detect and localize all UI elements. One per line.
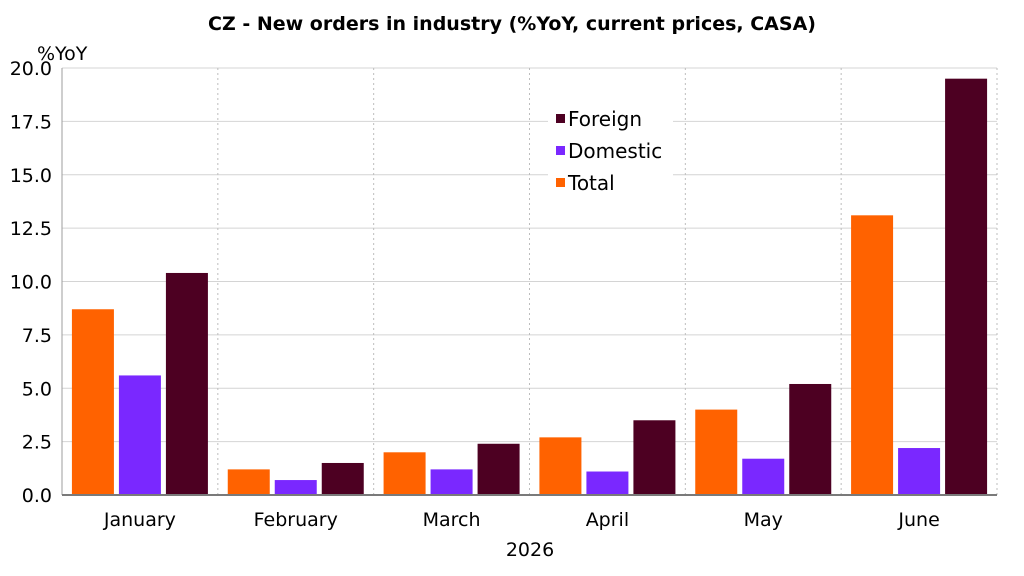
bar-total-february — [227, 469, 270, 495]
legend-swatch-foreign — [556, 114, 565, 123]
axes — [61, 68, 997, 496]
bar-total-april — [539, 437, 582, 495]
bar-domestic-january — [118, 375, 161, 495]
legend-label-total: Total — [567, 171, 615, 195]
y-tick-label: 2.5 — [22, 432, 52, 454]
x-tick-label: April — [586, 509, 629, 531]
x-tick-label: March — [423, 509, 481, 531]
legend-swatch-domestic — [556, 146, 565, 155]
x-tick-label: June — [897, 509, 939, 531]
bar-domestic-june — [898, 448, 941, 495]
x-tick-label: January — [103, 509, 176, 531]
bar-foreign-may — [789, 383, 832, 495]
bar-domestic-april — [586, 471, 629, 495]
x-tick-labels: January February March April May June — [103, 509, 940, 531]
chart-title: CZ - New orders in industry (%YoY, curre… — [208, 13, 816, 35]
bar-domestic-march — [430, 469, 473, 495]
bar-domestic-may — [742, 458, 785, 495]
y-tick-label: 20.0 — [10, 58, 52, 80]
legend-label-foreign: Foreign — [568, 107, 642, 131]
legend-label-domestic: Domestic — [568, 139, 662, 163]
x-axis-label: 2026 — [506, 539, 554, 561]
y-tick-label: 7.5 — [22, 325, 52, 347]
bar-foreign-june — [945, 78, 988, 496]
y-tick-labels: 0.0 2.5 5.0 7.5 10.0 12.5 15.0 17.5 20.0 — [10, 58, 52, 507]
y-tick-label: 12.5 — [10, 218, 52, 240]
bar-foreign-march — [477, 443, 520, 495]
legend: Foreign Domestic Total — [548, 100, 673, 196]
gridlines — [62, 67, 998, 495]
legend-background — [548, 100, 673, 196]
y-axis-label: %YoY — [37, 43, 88, 65]
y-tick-label: 10.0 — [10, 272, 52, 294]
bar-domestic-february — [274, 480, 317, 495]
y-tick-label: 15.0 — [10, 165, 52, 187]
bar-total-june — [851, 215, 894, 495]
bar-foreign-april — [633, 420, 676, 495]
y-tick-label: 0.0 — [22, 485, 52, 507]
y-tick-label: 17.5 — [10, 111, 52, 133]
y-tick-label: 5.0 — [22, 378, 52, 400]
bar-total-may — [695, 409, 738, 495]
bar-foreign-january — [165, 272, 208, 495]
legend-swatch-total — [556, 178, 565, 187]
bar-total-january — [71, 309, 114, 495]
bars — [71, 78, 988, 496]
x-tick-label: May — [744, 509, 783, 531]
bar-foreign-february — [321, 462, 364, 495]
bar-total-march — [383, 452, 426, 495]
x-tick-label: February — [254, 509, 338, 531]
